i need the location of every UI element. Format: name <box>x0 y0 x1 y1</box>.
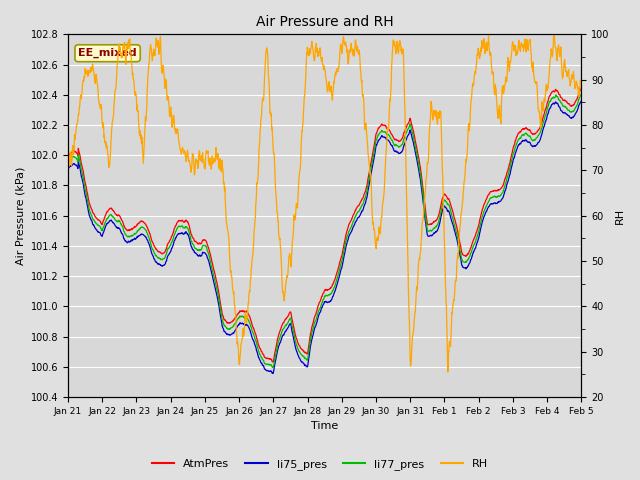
Y-axis label: Air Pressure (kPa): Air Pressure (kPa) <box>15 167 25 265</box>
Y-axis label: RH: RH <box>615 208 625 224</box>
Text: EE_mixed: EE_mixed <box>78 48 137 59</box>
Title: Air Pressure and RH: Air Pressure and RH <box>256 15 394 29</box>
Legend: AtmPres, li75_pres, li77_pres, RH: AtmPres, li75_pres, li77_pres, RH <box>147 455 493 474</box>
X-axis label: Time: Time <box>311 421 339 432</box>
